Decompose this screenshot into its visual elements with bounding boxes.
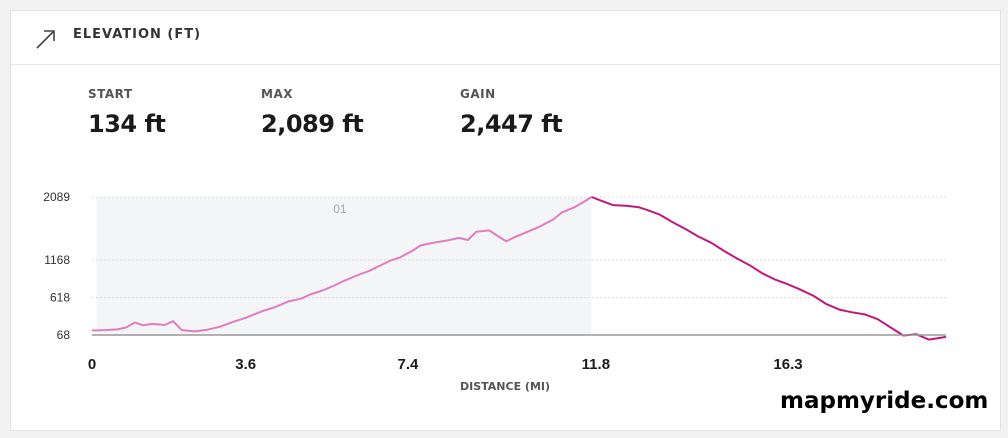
stat-value: 2,089 ft	[261, 110, 364, 138]
y-tick-label: 618	[50, 290, 70, 304]
y-tick-label: 2089	[43, 190, 70, 204]
card-title: ELEVATION (FT)	[73, 27, 202, 42]
stat-value: 134 ft	[88, 110, 166, 138]
stat-value: 2,447 ft	[460, 110, 563, 138]
card-header: ELEVATION (FT)	[11, 11, 1000, 65]
segment-highlight[interactable]	[96, 197, 592, 335]
x-tick-label: 3.6	[235, 356, 256, 373]
y-tick-label: 1168	[44, 253, 70, 267]
stat-max: MAX 2,089 ft	[261, 87, 364, 138]
brand-watermark: mapmyride.com	[780, 388, 989, 414]
stat-start: START 134 ft	[88, 87, 166, 138]
stat-label: START	[88, 87, 133, 101]
y-tick-label: 68	[57, 328, 71, 342]
stat-gain: GAIN 2,447 ft	[460, 87, 563, 138]
x-tick-label: 7.4	[398, 356, 420, 373]
x-tick-label: 16.3	[773, 356, 802, 373]
x-axis-title: DISTANCE (MI)	[460, 380, 550, 393]
elevation-line-descent	[591, 196, 947, 341]
x-tick-label: 0	[88, 356, 96, 373]
segment-label: 01	[333, 202, 347, 216]
elevation-line-climb	[91, 196, 593, 333]
trend-arrow-icon	[36, 30, 55, 49]
x-tick-label: 11.8	[582, 356, 610, 373]
stat-label: MAX	[261, 87, 293, 101]
stat-label: GAIN	[460, 87, 496, 101]
